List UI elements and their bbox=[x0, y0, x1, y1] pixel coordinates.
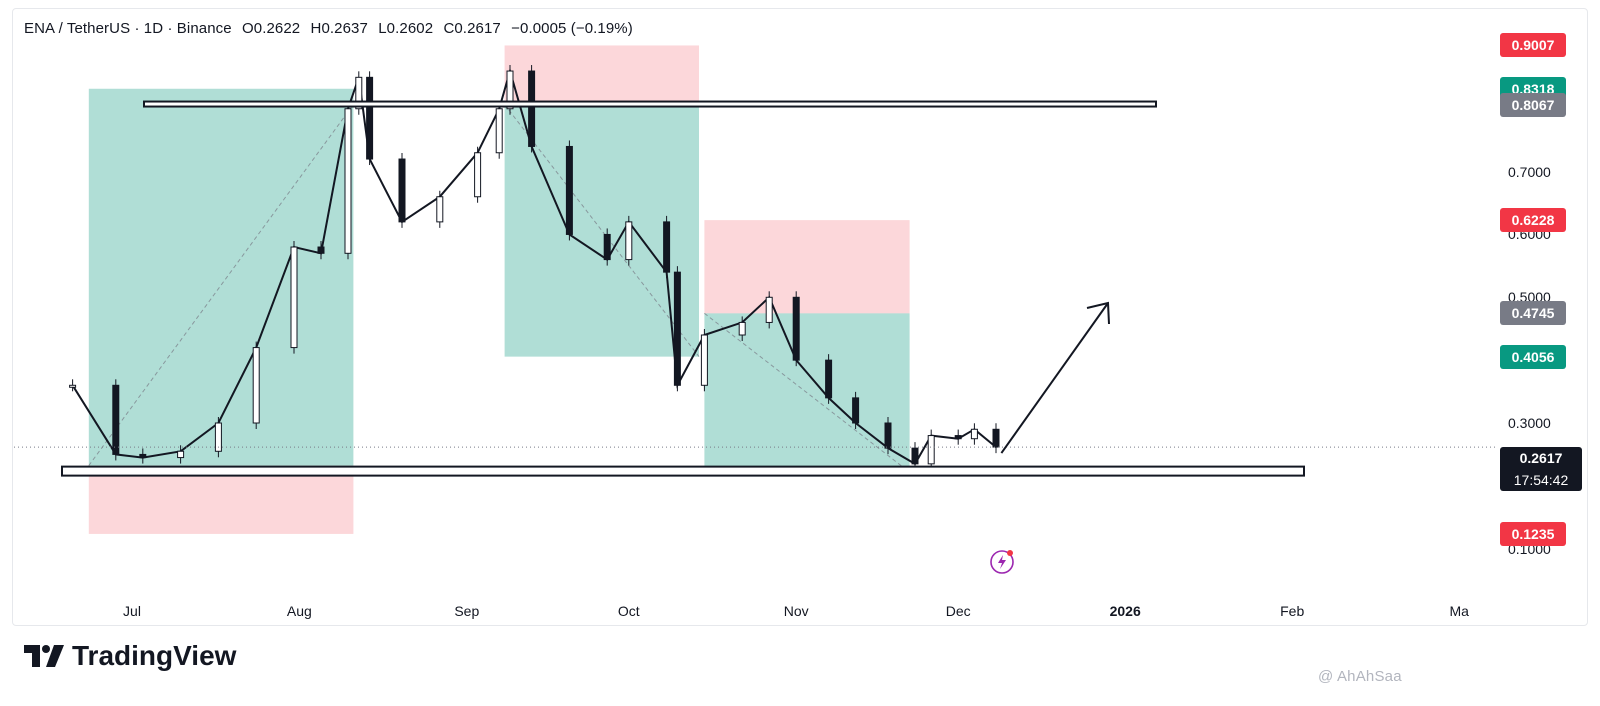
candle-body bbox=[344, 108, 352, 254]
position-loss-zone-3 bbox=[704, 220, 910, 314]
candle-body bbox=[700, 334, 708, 386]
tradingview-logo[interactable]: TradingView bbox=[24, 640, 236, 672]
position-profit-zone-1 bbox=[88, 88, 354, 466]
price-tag: 0.6228 bbox=[1500, 208, 1566, 233]
candle-body bbox=[317, 246, 325, 254]
candle-body bbox=[366, 76, 374, 160]
candle-body bbox=[474, 152, 482, 198]
x-tick-label: Dec bbox=[945, 603, 971, 619]
close-value: C0.2617 bbox=[443, 20, 501, 37]
current-price-value: 0.2617 bbox=[1519, 450, 1563, 466]
candle-body bbox=[528, 70, 536, 147]
candle-body bbox=[398, 158, 406, 223]
x-tick-label: Ma bbox=[1449, 603, 1469, 619]
candle-body bbox=[992, 428, 1000, 448]
candle-body bbox=[792, 296, 800, 361]
price-tag: 0.4745 bbox=[1500, 301, 1566, 326]
position-loss-zone-2 bbox=[504, 45, 699, 105]
change-value: −0.0005 (−0.19%) bbox=[511, 20, 633, 37]
symbol-label[interactable]: ENA / TetherUS · 1D · Binance bbox=[24, 20, 232, 37]
y-tick-label: 0.3000 bbox=[1508, 415, 1551, 431]
candle-body bbox=[954, 435, 962, 440]
candle-body bbox=[69, 384, 77, 388]
x-tick-label: 2026 bbox=[1109, 603, 1141, 619]
candle-body bbox=[663, 221, 671, 273]
candle-body bbox=[852, 397, 860, 424]
candle-body bbox=[355, 76, 363, 110]
y-tick-label: 0.7000 bbox=[1508, 163, 1551, 180]
price-tag: 0.1235 bbox=[1500, 521, 1566, 546]
candle-body bbox=[252, 347, 260, 424]
support-zone bbox=[61, 465, 1305, 477]
candle-body bbox=[927, 435, 935, 465]
x-tick-label: Jul bbox=[123, 603, 141, 619]
y-tick-label: 0.5000 bbox=[1508, 289, 1551, 306]
price-series-line bbox=[71, 67, 997, 466]
low-value: L0.2602 bbox=[378, 20, 434, 37]
candle-body bbox=[214, 422, 222, 452]
price-tag: 0.8067 bbox=[1500, 92, 1566, 117]
logo-text: TradingView bbox=[72, 640, 237, 671]
high-value: H0.2637 bbox=[310, 20, 368, 37]
candle-body bbox=[112, 384, 120, 455]
candle-body bbox=[290, 246, 298, 349]
candle-body bbox=[495, 108, 503, 154]
candle-body bbox=[436, 196, 444, 223]
projection-arrow-head bbox=[1086, 301, 1110, 325]
candle-body bbox=[673, 271, 681, 386]
x-tick-label: Aug bbox=[286, 603, 312, 619]
chart-header: ENA / TetherUS · 1D · Binance O0.2622 H0… bbox=[24, 20, 639, 37]
candle-body bbox=[765, 296, 773, 323]
candle-body bbox=[970, 428, 978, 440]
candle-body bbox=[177, 450, 185, 459]
chart-frame bbox=[12, 8, 1588, 626]
open-value: O0.2622 bbox=[242, 20, 301, 37]
flash-alert-icon[interactable] bbox=[988, 548, 1016, 576]
x-tick-label: Nov bbox=[783, 603, 809, 619]
candle-body bbox=[884, 422, 892, 449]
x-tick-label: Feb bbox=[1280, 603, 1305, 619]
watermark: @ AhAhSaa bbox=[1318, 668, 1402, 685]
position-path-1 bbox=[88, 104, 354, 466]
resistance-level-line bbox=[143, 100, 1157, 108]
candle-body bbox=[625, 221, 633, 261]
projection-arrow bbox=[1000, 302, 1109, 454]
candle-body bbox=[911, 447, 919, 465]
candle-body bbox=[506, 70, 514, 110]
candle-body bbox=[825, 359, 833, 399]
current-price-tag: 0.2617 17:54:42 bbox=[1500, 447, 1582, 491]
candle-body bbox=[603, 233, 611, 261]
tradingview-logo-icon bbox=[24, 645, 64, 667]
position-loss-zone-1 bbox=[88, 465, 354, 534]
candle-body bbox=[139, 453, 147, 459]
price-tag: 0.4056 bbox=[1500, 344, 1566, 369]
x-tick-label: Oct bbox=[617, 603, 640, 619]
candle-body bbox=[738, 321, 746, 336]
candle-body bbox=[565, 145, 573, 235]
position-path-3 bbox=[704, 312, 910, 473]
countdown-timer: 17:54:42 bbox=[1513, 472, 1569, 488]
x-tick-label: Sep bbox=[454, 603, 480, 619]
price-tag: 0.9007 bbox=[1500, 33, 1566, 58]
